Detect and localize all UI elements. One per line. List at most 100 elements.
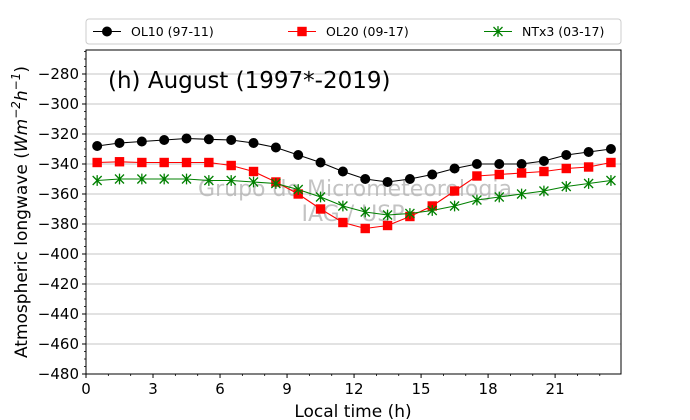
x-tick-label-0: 0 (81, 380, 91, 398)
data-point (606, 157, 616, 168)
legend-entry-1: OL20 (09-17) (288, 24, 409, 39)
plot-frame (85, 49, 622, 375)
series-0 (92, 133, 616, 187)
data-point (114, 157, 125, 167)
data-point (427, 205, 438, 216)
data-point (382, 220, 393, 231)
data-point (159, 173, 170, 185)
data-point (270, 142, 281, 153)
legend-label-1: OL20 (09-17) (326, 24, 409, 39)
y-tick-label-9: −300 (38, 95, 79, 113)
data-point (360, 223, 370, 234)
data-point (137, 157, 147, 168)
legend-marker-2 (493, 26, 503, 37)
data-point (226, 175, 237, 186)
y-tick-label-7: −340 (38, 155, 79, 173)
data-point (382, 177, 393, 187)
y-axis: −480 −460 −440 −420 −400 −380 −360 −340 −320 −300… (38, 51, 86, 383)
data-point (226, 160, 236, 171)
series-layer (92, 133, 616, 234)
data-point (337, 200, 348, 212)
legend-entry-0: OL10 (97-11) (93, 24, 214, 39)
data-point (561, 163, 571, 174)
panel-title: (h) August (1997*-2019) (108, 68, 390, 94)
x-axis: 0 3 6 9 12 15 18 21 (81, 374, 601, 398)
data-point (315, 157, 326, 168)
data-point (315, 204, 326, 214)
data-point (315, 191, 326, 203)
data-point (92, 157, 102, 168)
data-point (583, 147, 594, 157)
data-point (561, 150, 572, 160)
data-point (516, 159, 527, 169)
legend-entry-2: NTx3 (03-17) (484, 24, 604, 39)
y-tick-label-0: −480 (38, 365, 79, 383)
y-axis-label-main: Atmospheric longwave ( (12, 152, 32, 358)
data-point (181, 173, 192, 185)
data-point (472, 171, 482, 181)
y-tick-label-4: −400 (38, 245, 79, 263)
data-point (159, 135, 170, 145)
data-point (136, 173, 147, 185)
grid (86, 73, 621, 345)
data-point (92, 141, 103, 151)
y-tick-label-8: −320 (38, 125, 79, 143)
data-point (449, 163, 460, 174)
data-point (538, 185, 549, 197)
data-point (449, 186, 460, 196)
data-point (92, 175, 103, 186)
y-tick-label-2: −440 (38, 305, 79, 323)
data-point (270, 178, 281, 189)
data-point (248, 138, 259, 148)
data-point (494, 191, 505, 203)
x-tick-label-7: 21 (546, 380, 565, 398)
data-point (471, 159, 482, 169)
x-tick-label-2: 6 (215, 380, 225, 398)
y-axis-unit-w: Wm (12, 119, 32, 152)
data-point (136, 136, 147, 147)
data-point (181, 133, 192, 144)
data-point (360, 206, 371, 218)
data-point (159, 157, 169, 168)
data-point (404, 174, 415, 184)
x-tick-label-3: 9 (282, 380, 292, 398)
data-point (561, 181, 572, 192)
legend-box (85, 18, 622, 45)
data-point (293, 184, 304, 195)
x-axis-label: Local time (h) (294, 402, 411, 420)
data-point (203, 134, 214, 145)
y-tick-label-5: −380 (38, 215, 79, 233)
data-point (538, 156, 549, 166)
data-point (204, 157, 214, 168)
data-point (494, 169, 504, 180)
data-point (539, 166, 549, 177)
data-point (203, 175, 214, 186)
legend-label-0: OL10 (97-11) (131, 24, 214, 39)
data-point (226, 135, 237, 145)
legend: OL10 (97-11) OL20 (09-17) NTx3 (03-17) (85, 18, 622, 45)
data-point (293, 150, 304, 160)
data-point (337, 166, 348, 177)
data-point (114, 138, 125, 148)
y-tick-label-1: −460 (38, 335, 79, 353)
x-tick-label-5: 15 (412, 380, 431, 398)
data-point (583, 178, 594, 189)
data-point (449, 200, 460, 212)
legend-label-2: NTx3 (03-17) (522, 24, 604, 39)
y-tick-label-6: −360 (38, 185, 79, 203)
data-point (181, 157, 192, 168)
data-point (248, 166, 259, 177)
series-1 (92, 157, 616, 234)
data-point (516, 188, 527, 200)
watermark-line1: Grupo de Micrometeorologia (198, 177, 512, 202)
y-tick-label-10: −280 (38, 65, 79, 83)
y-tick-label-3: −420 (38, 275, 79, 293)
data-point (404, 208, 415, 219)
data-point (114, 173, 125, 185)
data-point (583, 162, 594, 172)
series-line-2 (97, 178, 611, 216)
y-axis-unit-h: h (12, 90, 32, 101)
y-axis-unit-exp1: −2 (9, 101, 23, 119)
data-point (338, 217, 348, 228)
